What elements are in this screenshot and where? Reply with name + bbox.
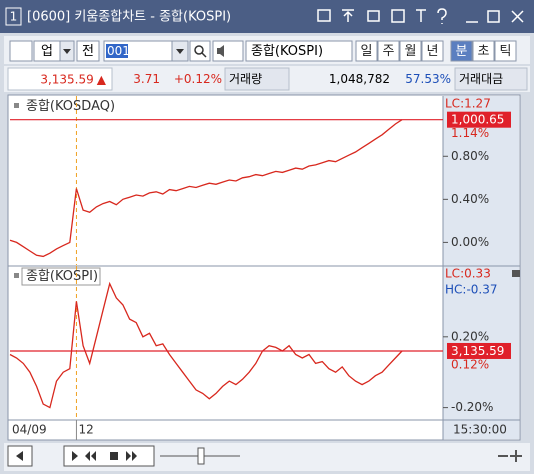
last-value-box — [447, 111, 511, 128]
change-label: 1.14% — [451, 126, 489, 140]
period-label: 주 — [383, 44, 395, 59]
help-button[interactable] — [437, 8, 447, 24]
x-label: 15:30:00 — [453, 423, 507, 437]
last-value-label: 3,135.59 — [451, 344, 504, 358]
play-controls[interactable] — [63, 445, 155, 467]
maximize-button[interactable] — [487, 10, 500, 23]
title-buttons[interactable] — [317, 8, 524, 24]
y-tick-label: 0.20% — [451, 329, 489, 343]
panel-close[interactable] — [512, 270, 520, 277]
x-label: 04/09 — [12, 423, 47, 437]
x-label: 12 — [78, 423, 93, 437]
y-tick-label: 0.40% — [451, 192, 489, 206]
window-title: [0600] 키움종합차트 - 종합(KOSPI) — [27, 10, 231, 25]
settings-button[interactable] — [391, 9, 405, 23]
period-button[interactable] — [421, 40, 444, 62]
panel-title: 종합(KOSPI) — [26, 269, 98, 284]
price-value: 3,135.59 — [40, 72, 93, 86]
y-tick-label: 0.00% — [451, 235, 489, 249]
price-arrow: ▲ — [97, 72, 107, 86]
window-number: 1 — [10, 10, 18, 24]
period-button[interactable] — [377, 40, 400, 62]
symbol-name: 종합(KOSPI) — [251, 44, 323, 59]
panel-icon — [14, 103, 19, 108]
scroll-controls[interactable] — [7, 445, 522, 467]
zoom-buttons[interactable] — [498, 450, 522, 462]
panels: 종합(KOSDAQ) 0.00% 0.40% 0.80% 1,000.651.14% LC… — [8, 96, 520, 440]
link-button[interactable] — [317, 9, 331, 22]
period-button[interactable] — [450, 40, 473, 62]
last-value-label: 1,000.65 — [451, 113, 504, 127]
price-line — [9, 281, 403, 409]
play-icons — [72, 451, 137, 461]
all-button[interactable] — [76, 40, 100, 62]
code: 001 — [107, 44, 130, 58]
panel-title-box — [21, 267, 101, 286]
search-button[interactable] — [189, 40, 211, 62]
copy-button[interactable] — [367, 10, 380, 22]
amount-label-box — [454, 67, 528, 91]
window-number-box — [5, 7, 22, 26]
price: 3,135.59 ▲ — [40, 72, 106, 86]
change: 3.71 — [133, 72, 160, 86]
all: 전 — [82, 44, 94, 59]
pin-button[interactable] — [342, 9, 354, 22]
y-tick-label: -0.20% — [451, 400, 493, 414]
volume-label-box — [224, 67, 290, 91]
period-button[interactable] — [472, 40, 495, 62]
dropdown-arrow — [63, 49, 71, 54]
sound-button[interactable] — [212, 40, 244, 62]
period-button[interactable] — [399, 40, 422, 62]
volume: 1,048,782 — [329, 72, 390, 86]
price-box — [7, 67, 113, 91]
last-value-box — [447, 342, 511, 359]
period-label: 월 — [405, 44, 417, 59]
period-label: 틱 — [500, 44, 512, 59]
volume-label: 거래량 — [229, 72, 262, 86]
panel-title: 종합(KOSDAQ) — [26, 99, 115, 114]
change-rate: +0.12% — [174, 72, 222, 86]
dropdown-arrow — [176, 49, 184, 54]
price-line — [9, 119, 403, 258]
lc-label: LC:0.33 — [445, 267, 491, 281]
period-button[interactable] — [494, 40, 517, 62]
lc-label: LC:1.27 — [445, 97, 491, 111]
period-label: 초 — [478, 44, 490, 59]
period-label: 년 — [427, 44, 439, 59]
period-button[interactable] — [355, 40, 378, 62]
code-selection — [106, 44, 128, 58]
volume-ratio: 57.53% — [405, 72, 451, 86]
period-label: 일 — [361, 44, 373, 59]
change-label: 0.12% — [451, 357, 489, 371]
zoom-thumb[interactable] — [197, 447, 205, 465]
market: 업 — [41, 44, 53, 59]
period-label: 분 — [456, 44, 468, 59]
amount-label: 거래대금 — [459, 72, 503, 86]
name-box — [245, 40, 353, 62]
price-axis-area — [443, 96, 519, 439]
sound-icon — [217, 45, 224, 57]
text-button[interactable] — [416, 9, 426, 22]
close-button[interactable] — [511, 10, 524, 23]
search-icon — [194, 45, 204, 55]
hc-label: HC:-0.37 — [445, 283, 498, 297]
scroll-left-icon — [16, 451, 23, 461]
panel-icon — [14, 273, 19, 278]
menu-button[interactable] — [9, 40, 33, 62]
y-tick-label: 0.80% — [451, 149, 489, 163]
search-icon — [201, 52, 207, 58]
